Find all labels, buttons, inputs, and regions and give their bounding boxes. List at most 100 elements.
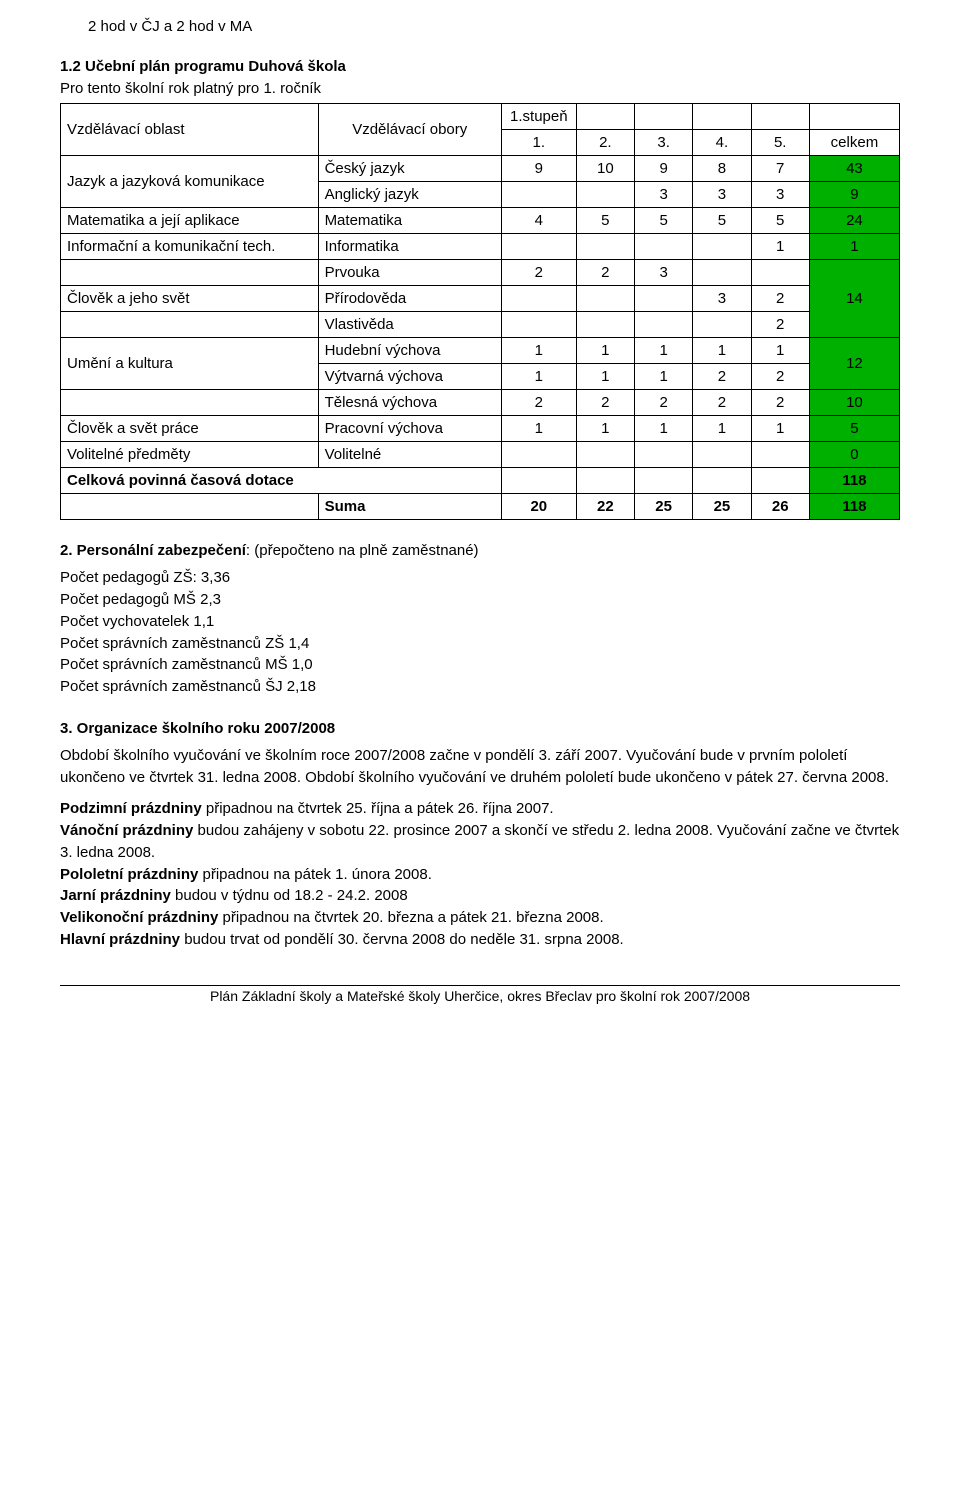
row-prirodoveda-4: 3 xyxy=(693,286,751,312)
org-b-5: Hlavní prázdniny xyxy=(60,931,180,948)
row-vlastiveda-5: 2 xyxy=(751,312,809,338)
row-mat-2: 5 xyxy=(576,208,634,234)
area-clovek-svet: Člověk a jeho svět xyxy=(61,286,319,312)
row-mat-tot: 24 xyxy=(809,208,899,234)
org-holidays: Podzimní prázdniny připadnou na čtvrtek … xyxy=(60,798,900,950)
org-b-2: Pololetní prázdniny xyxy=(60,866,198,883)
org-paragraph-1: Období školního vyučování ve školním roc… xyxy=(60,745,900,789)
area-empty xyxy=(61,390,319,416)
row-prvouka-5 xyxy=(751,260,809,286)
row-cesky-label: Český jazyk xyxy=(318,156,501,182)
personal-line: Počet pedagogů MŠ 2,3 xyxy=(60,589,900,611)
row-telesna-3: 2 xyxy=(634,390,692,416)
row-suma-5: 26 xyxy=(751,494,809,520)
row-celkova-b1 xyxy=(501,468,576,494)
row-suma-tot: 118 xyxy=(809,494,899,520)
personal-line: Počet vychovatelek 1,1 xyxy=(60,611,900,633)
row-mat-5: 5 xyxy=(751,208,809,234)
org-t-5: budou trvat od pondělí 30. června 2008 d… xyxy=(180,931,624,948)
row-prirodoveda-label: Přírodověda xyxy=(318,286,501,312)
row-prvouka-2: 2 xyxy=(576,260,634,286)
area-clovek-prace: Člověk a svět práce xyxy=(61,416,319,442)
section-2-heading: 2. Personální zabezpečení: (přepočteno n… xyxy=(60,542,900,559)
row-vlastiveda-3 xyxy=(634,312,692,338)
row-celkova-label: Celková povinná časová dotace xyxy=(61,468,502,494)
row-telesna-1: 2 xyxy=(501,390,576,416)
row-vytvarna-2: 1 xyxy=(576,364,634,390)
row-volitelne-tot: 0 xyxy=(809,442,899,468)
org-t-4: připadnou na čtvrtek 20. března a pátek … xyxy=(218,909,603,926)
row-volitelne-5 xyxy=(751,442,809,468)
row-mat-1: 4 xyxy=(501,208,576,234)
area-ikt: Informační a komunikační tech. xyxy=(61,234,319,260)
curriculum-table: Vzdělávací oblast Vzdělávací obory 1.stu… xyxy=(60,103,900,520)
row-volitelne-label: Volitelné xyxy=(318,442,501,468)
row-inf-3 xyxy=(634,234,692,260)
row-celkova-b5 xyxy=(751,468,809,494)
row-anglicky-2 xyxy=(576,182,634,208)
row-suma-2: 22 xyxy=(576,494,634,520)
footer-text: Plán Základní školy a Mateřské školy Uhe… xyxy=(60,988,900,1004)
th-col3: 3. xyxy=(634,130,692,156)
row-vytvarna-1: 1 xyxy=(501,364,576,390)
row-anglicky-1 xyxy=(501,182,576,208)
row-pracovni-1: 1 xyxy=(501,416,576,442)
row-anglicky-5: 3 xyxy=(751,182,809,208)
row-cesky-5: 7 xyxy=(751,156,809,182)
row-suma-3: 25 xyxy=(634,494,692,520)
row-inf-5: 1 xyxy=(751,234,809,260)
th-stupe: 1.stupeň xyxy=(501,104,576,130)
row-pracovni-label: Pracovní výchova xyxy=(318,416,501,442)
row-prirodoveda-1 xyxy=(501,286,576,312)
row-suma-4: 25 xyxy=(693,494,751,520)
row-hudebni-1: 1 xyxy=(501,338,576,364)
area-empty xyxy=(61,260,319,286)
row-vytvarna-4: 2 xyxy=(693,364,751,390)
row-vlastiveda-2 xyxy=(576,312,634,338)
row-mat-3: 5 xyxy=(634,208,692,234)
th-total: celkem xyxy=(809,130,899,156)
area-volitelne: Volitelné předměty xyxy=(61,442,319,468)
row-cesky-tot: 43 xyxy=(809,156,899,182)
row-suma-1: 20 xyxy=(501,494,576,520)
org-b-3: Jarní prázdniny xyxy=(60,887,171,904)
area-empty xyxy=(61,312,319,338)
section-1-2-subline: Pro tento školní rok platný pro 1. roční… xyxy=(60,78,900,100)
personal-line: Počet pedagogů ZŠ: 3,36 xyxy=(60,567,900,589)
row-suma-empty xyxy=(61,494,319,520)
personal-lines: Počet pedagogů ZŠ: 3,36 Počet pedagogů M… xyxy=(60,567,900,698)
row-umeni-tot: 12 xyxy=(809,338,899,390)
th-subjects: Vzdělávací obory xyxy=(318,104,501,156)
th-area: Vzdělávací oblast xyxy=(61,104,319,156)
row-prvouka-1: 2 xyxy=(501,260,576,286)
row-hudebni-4: 1 xyxy=(693,338,751,364)
th-col1: 1. xyxy=(501,130,576,156)
row-telesna-2: 2 xyxy=(576,390,634,416)
th-empty xyxy=(751,104,809,130)
row-cesky-4: 8 xyxy=(693,156,751,182)
row-vlastiveda-label: Vlastivěda xyxy=(318,312,501,338)
row-celkova-b4 xyxy=(693,468,751,494)
row-clovek-svet-tot: 14 xyxy=(809,260,899,338)
row-telesna-label: Tělesná výchova xyxy=(318,390,501,416)
row-vytvarna-label: Výtvarná výchova xyxy=(318,364,501,390)
th-empty xyxy=(809,104,899,130)
row-volitelne-2 xyxy=(576,442,634,468)
org-t-2: připadnou na pátek 1. února 2008. xyxy=(198,866,432,883)
row-inf-tot: 1 xyxy=(809,234,899,260)
row-prvouka-label: Prvouka xyxy=(318,260,501,286)
org-b-0: Podzimní prázdniny xyxy=(60,800,202,817)
org-b-1: Vánoční prázdniny xyxy=(60,822,193,839)
row-volitelne-3 xyxy=(634,442,692,468)
row-inf-label: Informatika xyxy=(318,234,501,260)
page: 2 hod v ČJ a 2 hod v MA 1.2 Učební plán … xyxy=(0,0,960,1507)
row-prirodoveda-2 xyxy=(576,286,634,312)
row-inf-2 xyxy=(576,234,634,260)
personal-line: Počet správních zaměstnanců MŠ 1,0 xyxy=(60,654,900,676)
area-umeni: Umění a kultura xyxy=(61,338,319,390)
th-col2: 2. xyxy=(576,130,634,156)
org-t-0: připadnou na čtvrtek 25. října a pátek 2… xyxy=(202,800,554,817)
org-t-3: budou v týdnu od 18.2 - 24.2. 2008 xyxy=(171,887,408,904)
row-vlastiveda-1 xyxy=(501,312,576,338)
th-empty xyxy=(634,104,692,130)
